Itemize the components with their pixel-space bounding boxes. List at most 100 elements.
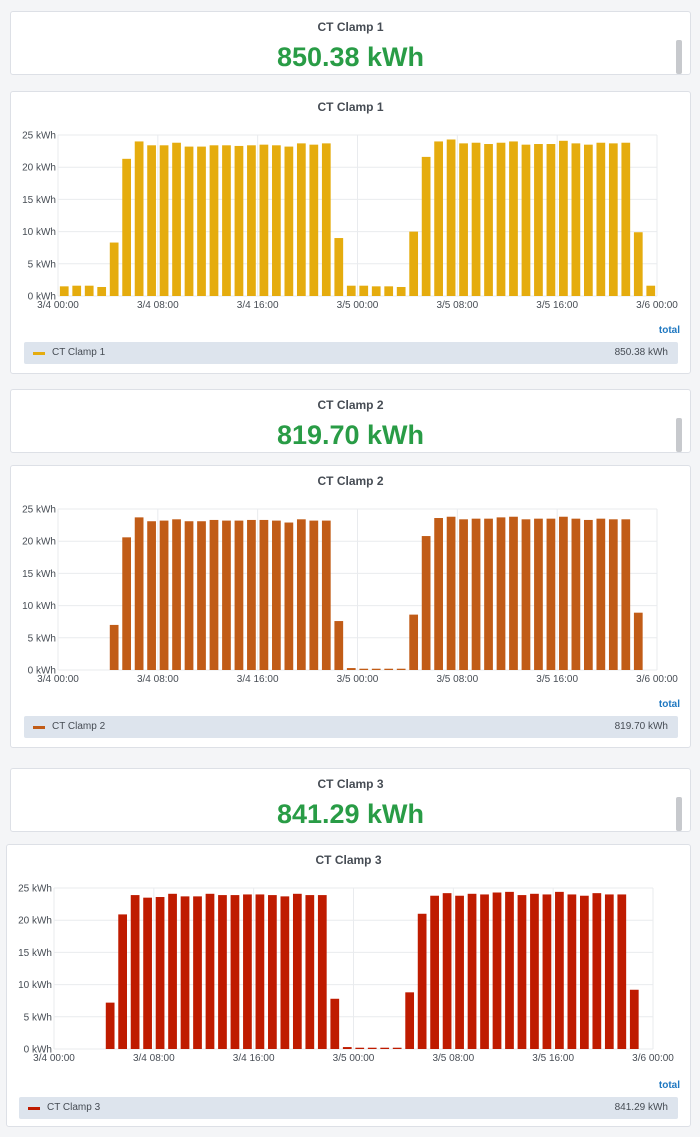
- bar[interactable]: [392, 1047, 402, 1049]
- bar[interactable]: [505, 891, 514, 1049]
- bar[interactable]: [471, 518, 481, 670]
- bar[interactable]: [629, 989, 639, 1049]
- bar[interactable]: [346, 668, 356, 670]
- bar[interactable]: [143, 897, 152, 1049]
- bar[interactable]: [105, 1002, 115, 1049]
- bar[interactable]: [296, 519, 306, 670]
- bar[interactable]: [330, 998, 340, 1049]
- bar[interactable]: [134, 517, 144, 670]
- bar[interactable]: [621, 519, 631, 670]
- bar[interactable]: [272, 520, 281, 670]
- bar[interactable]: [209, 519, 219, 670]
- bar[interactable]: [268, 895, 277, 1049]
- scrollbar-thumb[interactable]: [676, 418, 682, 452]
- bar[interactable]: [467, 893, 477, 1049]
- bar[interactable]: [534, 144, 543, 296]
- bar[interactable]: [259, 519, 269, 670]
- bar[interactable]: [168, 893, 177, 1049]
- bar[interactable]: [59, 286, 69, 296]
- bar[interactable]: [155, 897, 165, 1049]
- bar[interactable]: [147, 521, 156, 670]
- bar[interactable]: [255, 894, 265, 1049]
- bar[interactable]: [459, 143, 468, 296]
- bar[interactable]: [309, 144, 319, 296]
- stat-panel-title[interactable]: CT Clamp 3: [317, 777, 384, 791]
- scrollbar-thumb[interactable]: [676, 40, 682, 74]
- bar[interactable]: [546, 144, 556, 296]
- bar[interactable]: [409, 614, 419, 670]
- bar[interactable]: [134, 141, 144, 296]
- bar[interactable]: [567, 894, 577, 1049]
- bar[interactable]: [421, 156, 431, 296]
- legend-total-header[interactable]: total: [658, 699, 680, 710]
- bar[interactable]: [434, 518, 443, 670]
- bar[interactable]: [405, 992, 415, 1049]
- bar[interactable]: [617, 894, 627, 1049]
- bar[interactable]: [292, 893, 302, 1049]
- bar[interactable]: [218, 895, 227, 1049]
- bar[interactable]: [317, 895, 327, 1049]
- bar[interactable]: [555, 891, 564, 1049]
- bar[interactable]: [530, 893, 539, 1049]
- bar[interactable]: [430, 895, 439, 1049]
- bar[interactable]: [309, 520, 319, 670]
- bar[interactable]: [455, 895, 464, 1049]
- bar[interactable]: [534, 518, 543, 670]
- bar[interactable]: [484, 518, 493, 670]
- bar[interactable]: [284, 146, 294, 296]
- scrollbar-thumb[interactable]: [676, 797, 682, 831]
- bar[interactable]: [84, 285, 94, 296]
- bar[interactable]: [122, 537, 132, 670]
- legend-series-name[interactable]: CT Clamp 3: [47, 1102, 101, 1113]
- bar[interactable]: [480, 894, 489, 1049]
- bar[interactable]: [371, 668, 381, 670]
- bar[interactable]: [583, 519, 593, 670]
- bar[interactable]: [396, 286, 406, 296]
- bar[interactable]: [579, 895, 589, 1049]
- bar[interactable]: [608, 519, 618, 670]
- bar[interactable]: [421, 536, 431, 670]
- bar[interactable]: [604, 894, 614, 1049]
- bar[interactable]: [484, 144, 493, 296]
- bar[interactable]: [342, 1047, 352, 1049]
- bar[interactable]: [259, 144, 269, 296]
- bar[interactable]: [280, 896, 290, 1049]
- bar[interactable]: [546, 518, 556, 670]
- bar[interactable]: [222, 520, 231, 670]
- bar[interactable]: [72, 285, 82, 296]
- stat-panel-title[interactable]: CT Clamp 2: [317, 398, 384, 412]
- bar[interactable]: [409, 231, 419, 296]
- bar[interactable]: [296, 143, 306, 296]
- bar[interactable]: [109, 624, 119, 670]
- bar[interactable]: [159, 145, 169, 296]
- bar[interactable]: [97, 286, 107, 296]
- bar[interactable]: [496, 517, 506, 670]
- chart-panel-title[interactable]: CT Clamp 1: [317, 100, 384, 114]
- bar[interactable]: [230, 895, 240, 1049]
- bar[interactable]: [180, 896, 190, 1049]
- stat-panel-title[interactable]: CT Clamp 1: [317, 20, 384, 34]
- bar[interactable]: [521, 144, 531, 296]
- bar[interactable]: [109, 242, 119, 296]
- bar[interactable]: [608, 143, 618, 296]
- bar[interactable]: [509, 141, 518, 296]
- bar[interactable]: [442, 893, 452, 1049]
- bar[interactable]: [184, 521, 194, 670]
- bar[interactable]: [446, 516, 456, 670]
- bar[interactable]: [496, 142, 506, 296]
- bar[interactable]: [359, 285, 369, 296]
- bar[interactable]: [434, 141, 443, 296]
- bar[interactable]: [197, 521, 206, 670]
- bar[interactable]: [384, 286, 394, 296]
- bar[interactable]: [646, 285, 656, 296]
- bar[interactable]: [596, 518, 606, 670]
- bar[interactable]: [334, 621, 344, 670]
- bar[interactable]: [321, 143, 331, 296]
- bar[interactable]: [147, 145, 156, 296]
- bar[interactable]: [571, 518, 581, 670]
- bar[interactable]: [247, 519, 256, 670]
- bar[interactable]: [446, 139, 456, 296]
- bar[interactable]: [234, 520, 244, 670]
- bar[interactable]: [542, 894, 552, 1049]
- bar[interactable]: [209, 145, 219, 296]
